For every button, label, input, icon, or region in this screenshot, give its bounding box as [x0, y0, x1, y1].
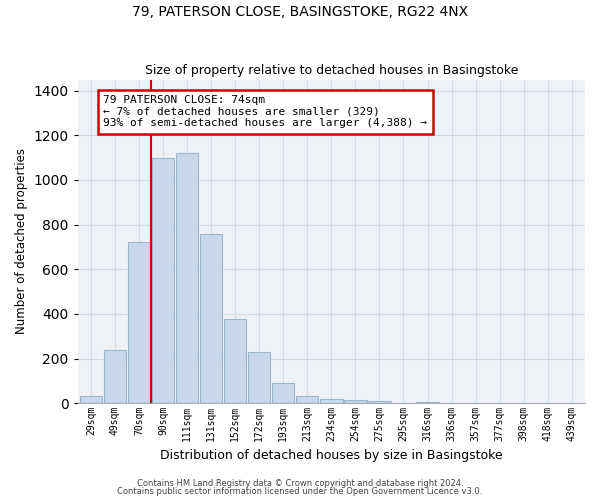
- Bar: [104, 350, 126, 403]
- Bar: [368, 401, 391, 403]
- Y-axis label: Number of detached properties: Number of detached properties: [15, 148, 28, 334]
- Text: 79, PATERSON CLOSE, BASINGSTOKE, RG22 4NX: 79, PATERSON CLOSE, BASINGSTOKE, RG22 4N…: [132, 5, 468, 19]
- Bar: [320, 398, 343, 403]
- X-axis label: Distribution of detached houses by size in Basingstoke: Distribution of detached houses by size …: [160, 450, 503, 462]
- Bar: [272, 383, 295, 403]
- Bar: [128, 242, 150, 403]
- Bar: [152, 158, 174, 403]
- Bar: [296, 396, 319, 403]
- Bar: [344, 400, 367, 403]
- Bar: [416, 402, 439, 403]
- Bar: [80, 396, 102, 403]
- Bar: [248, 352, 271, 403]
- Bar: [224, 320, 247, 403]
- Bar: [176, 153, 198, 403]
- Bar: [200, 234, 223, 403]
- Text: Contains HM Land Registry data © Crown copyright and database right 2024.: Contains HM Land Registry data © Crown c…: [137, 478, 463, 488]
- Title: Size of property relative to detached houses in Basingstoke: Size of property relative to detached ho…: [145, 64, 518, 77]
- Text: Contains public sector information licensed under the Open Government Licence v3: Contains public sector information licen…: [118, 487, 482, 496]
- Text: 79 PATERSON CLOSE: 74sqm
← 7% of detached houses are smaller (329)
93% of semi-d: 79 PATERSON CLOSE: 74sqm ← 7% of detache…: [103, 95, 427, 128]
